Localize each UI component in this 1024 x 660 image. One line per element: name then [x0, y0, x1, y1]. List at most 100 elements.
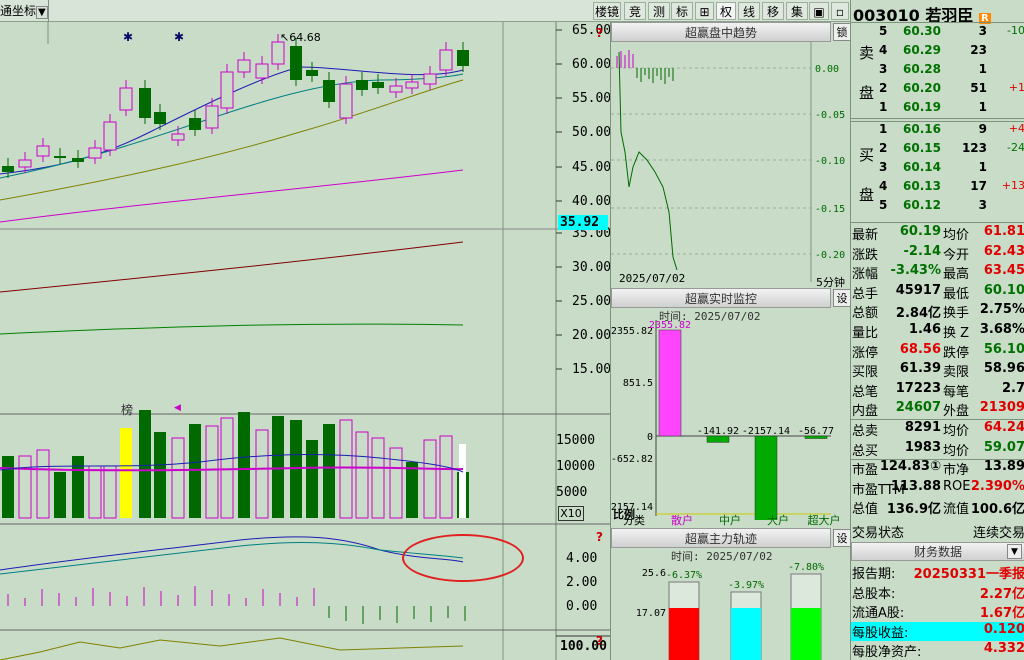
main-force-settings-button[interactable]: 设 — [833, 529, 851, 547]
orderbook-buy-row[interactable]: 5 60.12 3 — [879, 198, 987, 212]
price-tick-label: 15.00 — [572, 362, 610, 377]
help-icon[interactable]: ? — [596, 530, 603, 544]
toolbar-button[interactable]: 测 — [648, 2, 670, 20]
orderbook-sell-row[interactable]: 3 60.28 1 — [879, 62, 987, 76]
price-tick-label: 50.00 — [572, 125, 610, 140]
price-tick-label: 55.00 — [572, 91, 610, 106]
orderbook-sell-row[interactable]: 4 60.29 23 — [879, 43, 987, 57]
quote-stat-row: 市盈 124.83① 市净 13.89 — [852, 459, 1024, 479]
bottom-axis-label: 100.00 — [560, 639, 607, 654]
toolbar-button[interactable]: 权 — [716, 2, 736, 20]
orderbook-divider — [851, 118, 1024, 122]
intraday-line — [618, 51, 678, 271]
macd-tick-label: 2.00 — [566, 575, 597, 590]
monitor-category[interactable]: 超大户 — [807, 514, 841, 527]
quote-stat-row: 总买 1983 均价 59.07 — [852, 439, 1024, 459]
coordinate-mode[interactable]: 通坐标 ▼ — [0, 2, 48, 20]
candle-up — [205, 105, 219, 129]
toolbar-button[interactable]: 竞 — [624, 2, 646, 20]
vol-multiplier[interactable]: X10 — [558, 506, 584, 521]
candle-up — [339, 83, 353, 119]
monitor-tick-label: 851.5 — [623, 378, 653, 389]
quote-stat-row: 总手 45917 最低 60.10 — [852, 282, 1024, 302]
main-force-percent: -7.80% — [788, 562, 824, 573]
trade-state-row: 交易状态 连续交易 — [852, 526, 1024, 541]
coordinate-dropdown-icon[interactable]: ▼ — [36, 6, 48, 19]
monitor-category[interactable]: 大户 — [767, 514, 789, 527]
monitor-bar-value: -2157.14 — [742, 426, 790, 437]
candle-up — [119, 87, 133, 111]
volume-bar — [2, 456, 14, 518]
main-force-percent: -3.97% — [728, 580, 764, 591]
monitor-category[interactable]: 中户 — [719, 514, 741, 527]
monitor-bar-value: -56.77 — [798, 426, 834, 437]
main-force-bar — [731, 608, 761, 660]
candle-up — [405, 81, 419, 89]
candlesticks — [2, 34, 469, 178]
volume-bar — [389, 447, 403, 519]
volume-bar — [323, 424, 335, 518]
stat-divider — [851, 419, 1024, 421]
orderbook-buy-row[interactable]: 2 60.15 123 -24 — [879, 141, 1024, 155]
intraday-tick-label: -0.05 — [815, 110, 845, 121]
help-icon[interactable]: ? — [596, 26, 603, 40]
price-tick-label: 40.00 — [572, 194, 610, 209]
volume-bar — [189, 424, 201, 518]
ma-line-maroon — [0, 241, 464, 293]
orderbook-buy-row[interactable]: 4 60.13 17 +13 — [879, 179, 1024, 193]
toolbar-button[interactable]: 集 — [786, 2, 808, 20]
orderbook-divider — [851, 22, 1024, 23]
intraday-chart: 0.00 -0.05 -0.10 -0.15 -0.20 — [611, 42, 845, 282]
intraday-tick-label: -0.15 — [815, 204, 845, 215]
macd-tick-label: 0.00 — [566, 599, 597, 614]
monitor-time: 时间: 2025/07/02 — [659, 310, 761, 323]
sell-label: 盘 — [859, 84, 875, 102]
main-force-panel-title: 超赢主力轨迹 — [611, 528, 831, 548]
toolbar-button[interactable]: 线 — [738, 2, 760, 20]
intraday-interval[interactable]: 5分钟 — [816, 276, 845, 289]
marker-star-icon: ✱ — [123, 30, 134, 44]
lock-button[interactable]: 锁 — [833, 23, 851, 41]
main-force-percent: -6.37% — [666, 570, 702, 581]
quote-stat-row: 内盘 24607 外盘 21309 — [852, 400, 1024, 420]
toolbar-button[interactable]: 楼镜 — [593, 2, 621, 20]
monitor-bar-value: 2355.82 — [649, 320, 691, 331]
candle-up — [255, 63, 269, 79]
price-tick-label: 60.00 — [572, 57, 610, 72]
finance-dropdown-icon[interactable]: ▼ — [1007, 544, 1022, 559]
monitor-category[interactable]: 散户 — [671, 514, 693, 527]
volume-bar — [72, 456, 84, 518]
price-tick-label: 45.00 — [572, 160, 610, 175]
main-force-bar — [791, 608, 821, 660]
intraday-tick-label: 0.00 — [815, 64, 839, 75]
orderbook-sell-row[interactable]: 1 60.19 1 — [879, 100, 987, 114]
main-force-bar — [669, 608, 699, 660]
orderbook-buy-row[interactable]: 1 60.16 9 +4 — [879, 122, 1024, 136]
buy-label: 买 — [859, 146, 875, 164]
orderbook-sell-row[interactable]: 2 60.20 51 +1 — [879, 81, 1024, 95]
orderbook-sell-row[interactable]: 5 60.30 3 -10 — [879, 24, 1024, 38]
toolbar-button[interactable]: 标 — [671, 2, 693, 20]
toolbar-button[interactable]: ▫ — [831, 2, 849, 20]
candle-up — [171, 133, 185, 141]
volume-bar — [255, 429, 269, 519]
ma-line-green — [0, 323, 464, 335]
candle-down — [372, 82, 384, 88]
monitor-category[interactable]: 分类 — [623, 514, 645, 527]
quote-stat-row: 市盈TTM 113.88 ROE 2.390% — [852, 478, 1024, 498]
candle-up — [271, 41, 285, 65]
kline-chart[interactable]: 65.0060.0055.0050.0045.0040.0035.0030.00… — [0, 22, 610, 660]
volume-bar — [439, 435, 453, 519]
finance-header[interactable]: 财务数据 — [851, 542, 1024, 561]
monitor-settings-button[interactable]: 设 — [833, 289, 851, 307]
toolbar-button[interactable]: ▣ — [809, 2, 829, 20]
volume-bar — [88, 465, 102, 519]
candle-up — [88, 147, 102, 159]
intraday-date: 2025/07/02 — [619, 272, 686, 285]
orderbook-buy-row[interactable]: 3 60.14 1 — [879, 160, 987, 174]
toolbar-button[interactable]: 移 — [762, 2, 784, 20]
quote-stat-row: 总值 136.9亿 流值 100.6亿 — [852, 502, 1024, 518]
intraday-tick-label: -0.10 — [815, 156, 845, 167]
toolbar-button[interactable]: ⊞ — [695, 2, 714, 20]
help-icon[interactable]: ? — [596, 634, 603, 648]
